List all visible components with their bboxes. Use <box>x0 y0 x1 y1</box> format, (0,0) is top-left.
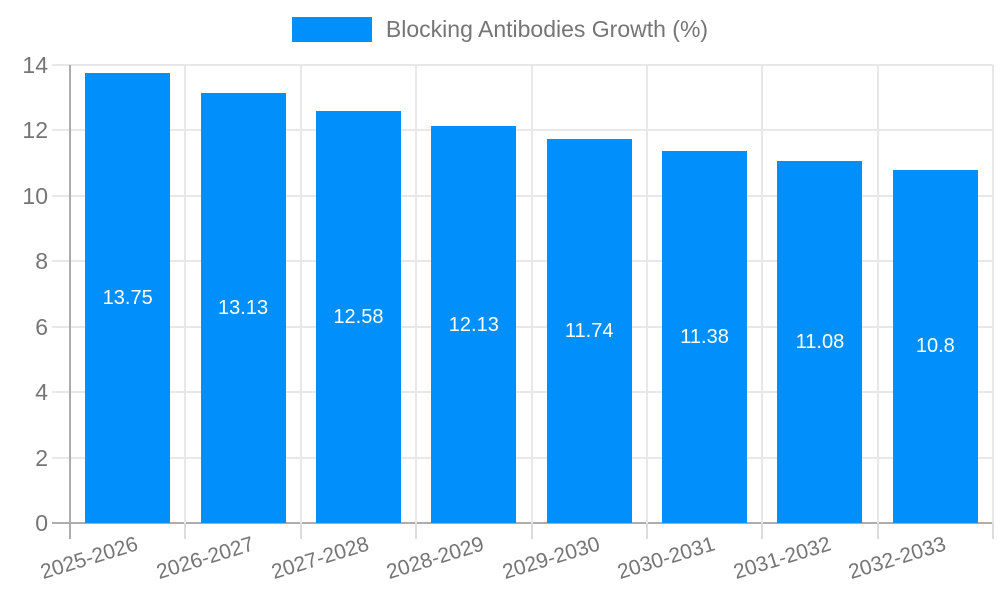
y-axis-tick <box>52 325 70 328</box>
bar-value-label: 11.38 <box>680 325 729 348</box>
x-axis-label: 2027-2028 <box>268 532 372 584</box>
gridline-vertical <box>530 65 533 523</box>
y-axis-line <box>69 65 71 539</box>
bar-value-label: 10.8 <box>915 335 955 358</box>
legend-item[interactable]: Blocking Antibodies Growth (%) <box>291 16 709 43</box>
gridline-vertical <box>299 65 302 523</box>
x-axis-label: 2028-2029 <box>384 532 488 584</box>
x-axis-label: 2025-2026 <box>38 532 141 584</box>
x-axis-tick <box>761 523 764 539</box>
x-axis-tick <box>645 523 648 539</box>
gridline-vertical <box>992 65 994 523</box>
bar-value-label: 13.13 <box>218 297 269 320</box>
legend-label: Blocking Antibodies Growth (%) <box>385 16 709 42</box>
y-axis-tick <box>52 391 70 394</box>
bar-value-label: 13.75 <box>102 287 153 310</box>
y-axis-tick <box>52 129 70 132</box>
x-axis-label: 2026-2027 <box>153 532 257 584</box>
bar <box>892 169 978 523</box>
legend-swatch <box>291 17 372 42</box>
x-axis-label: 2030-2031 <box>615 532 718 584</box>
bar-value-label: 12.58 <box>333 306 384 329</box>
bar <box>662 150 748 523</box>
y-axis-label: 6 <box>35 313 48 340</box>
bar <box>777 160 863 523</box>
bar-value-label: 11.74 <box>564 319 614 342</box>
y-axis-label: 12 <box>22 117 48 144</box>
y-axis-label: 2 <box>35 444 48 471</box>
y-axis-tick <box>52 194 70 197</box>
y-axis-tick <box>52 64 70 66</box>
x-axis-label: 2029-2030 <box>499 532 603 584</box>
x-axis-tick <box>415 523 418 539</box>
y-axis-label: 14 <box>22 52 48 78</box>
x-axis-label: 2032-2033 <box>845 532 949 584</box>
y-axis-label: 10 <box>22 182 48 209</box>
y-axis-label: 0 <box>35 510 48 536</box>
bar <box>200 93 286 523</box>
y-axis-tick <box>52 456 70 459</box>
gridline-vertical <box>415 65 418 523</box>
y-axis-tick <box>52 260 70 263</box>
x-axis-tick <box>876 523 879 539</box>
gridline-vertical <box>876 65 879 523</box>
y-axis-tick <box>52 522 70 524</box>
bar-value-label: 11.08 <box>795 330 845 353</box>
gridline-vertical <box>761 65 764 523</box>
bar <box>315 111 401 523</box>
bar <box>546 138 632 523</box>
gridline-vertical <box>184 65 187 523</box>
gridline-vertical <box>645 65 648 523</box>
y-axis-label: 4 <box>35 379 48 406</box>
x-axis-tick <box>530 523 533 539</box>
y-axis-label: 8 <box>35 248 48 275</box>
x-axis-tick <box>184 523 187 539</box>
x-axis-tick <box>992 523 994 539</box>
bar <box>85 73 171 523</box>
bar-value-label: 12.13 <box>448 313 499 336</box>
x-axis-tick <box>299 523 302 539</box>
x-axis-label: 2031-2032 <box>730 532 834 584</box>
bar <box>431 126 517 523</box>
legend: Blocking Antibodies Growth (%) <box>0 16 1000 43</box>
